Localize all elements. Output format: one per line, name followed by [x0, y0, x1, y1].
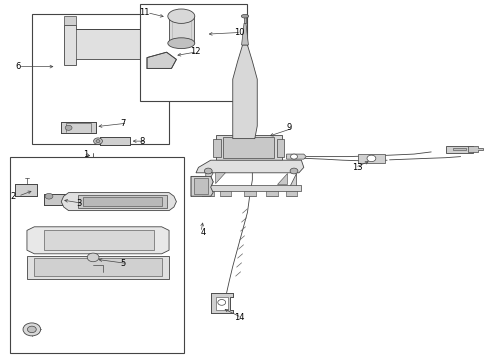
Polygon shape: [289, 173, 296, 187]
Circle shape: [96, 140, 100, 143]
Text: 2: 2: [11, 192, 16, 201]
Polygon shape: [211, 293, 233, 313]
Polygon shape: [244, 191, 256, 196]
Polygon shape: [100, 137, 130, 145]
Polygon shape: [277, 173, 287, 184]
Text: 12: 12: [190, 48, 200, 57]
Polygon shape: [277, 139, 284, 157]
Bar: [83, 197, 162, 206]
Circle shape: [367, 155, 376, 162]
Polygon shape: [27, 256, 169, 279]
Polygon shape: [27, 227, 169, 254]
Text: 10: 10: [234, 28, 244, 37]
Text: 11: 11: [139, 8, 149, 17]
Text: 9: 9: [287, 123, 292, 132]
Polygon shape: [453, 148, 465, 150]
Circle shape: [87, 253, 99, 262]
Polygon shape: [233, 45, 257, 139]
Circle shape: [204, 168, 212, 174]
Bar: [32, 14, 169, 144]
Polygon shape: [446, 146, 473, 153]
Polygon shape: [203, 185, 301, 191]
Polygon shape: [216, 297, 228, 310]
Polygon shape: [206, 173, 213, 187]
Polygon shape: [64, 16, 76, 25]
Circle shape: [218, 300, 225, 305]
Polygon shape: [61, 122, 96, 133]
Text: 4: 4: [201, 228, 206, 237]
Polygon shape: [287, 154, 306, 159]
Circle shape: [291, 154, 297, 159]
Polygon shape: [220, 191, 231, 196]
Polygon shape: [196, 160, 304, 173]
Circle shape: [65, 125, 72, 130]
Polygon shape: [216, 173, 225, 184]
Text: 8: 8: [140, 136, 145, 145]
Text: 1: 1: [83, 150, 88, 158]
Text: 7: 7: [120, 118, 125, 127]
Polygon shape: [34, 258, 162, 276]
Circle shape: [45, 193, 53, 199]
Circle shape: [290, 168, 298, 174]
Polygon shape: [44, 230, 154, 250]
Text: 14: 14: [234, 313, 245, 322]
Polygon shape: [15, 184, 37, 196]
Text: 6: 6: [16, 62, 21, 71]
Circle shape: [23, 323, 41, 336]
Polygon shape: [213, 139, 220, 157]
Polygon shape: [358, 154, 385, 163]
Ellipse shape: [168, 9, 195, 23]
Polygon shape: [145, 16, 157, 25]
Polygon shape: [169, 16, 194, 43]
Polygon shape: [44, 194, 71, 205]
Bar: [78, 195, 167, 208]
Bar: [140, 4, 247, 101]
Polygon shape: [286, 191, 297, 196]
Polygon shape: [266, 191, 278, 196]
Bar: [10, 157, 184, 353]
Ellipse shape: [168, 38, 195, 49]
Text: 3: 3: [76, 199, 81, 208]
Polygon shape: [242, 23, 248, 45]
Text: 5: 5: [120, 259, 125, 268]
Polygon shape: [147, 52, 176, 68]
Polygon shape: [244, 16, 246, 23]
Text: 13: 13: [352, 163, 363, 172]
Polygon shape: [61, 193, 176, 211]
Polygon shape: [202, 191, 214, 196]
Ellipse shape: [241, 14, 249, 18]
Polygon shape: [64, 25, 157, 65]
Polygon shape: [223, 137, 274, 158]
Polygon shape: [216, 135, 282, 160]
Circle shape: [94, 138, 102, 144]
Circle shape: [27, 326, 36, 333]
Polygon shape: [191, 176, 213, 196]
Polygon shape: [468, 146, 483, 152]
Polygon shape: [194, 178, 208, 194]
